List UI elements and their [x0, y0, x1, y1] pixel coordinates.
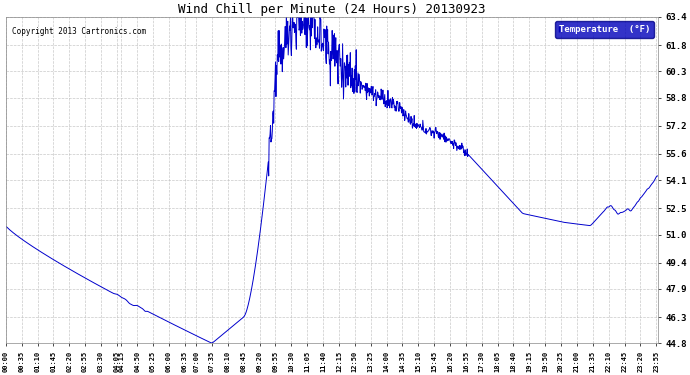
- Title: Wind Chill per Minute (24 Hours) 20130923: Wind Chill per Minute (24 Hours) 2013092…: [178, 3, 486, 16]
- Legend: Temperature  (°F): Temperature (°F): [555, 21, 653, 38]
- Text: Copyright 2013 Cartronics.com: Copyright 2013 Cartronics.com: [12, 27, 146, 36]
